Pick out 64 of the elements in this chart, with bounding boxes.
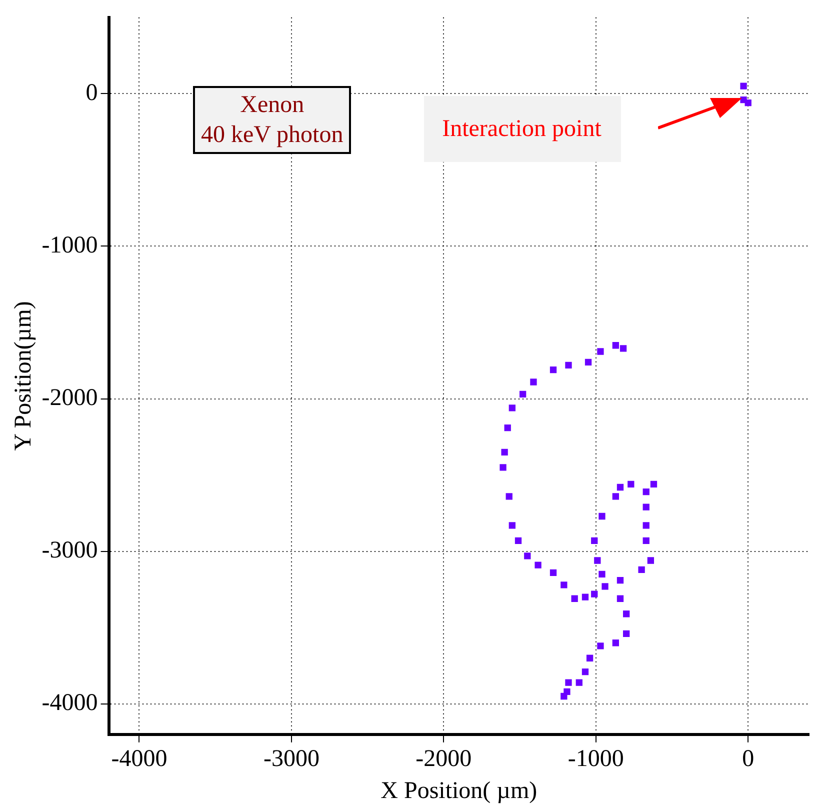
point (744, 100, 752, 106)
x-tick-label: -1000 (568, 746, 624, 772)
point (642, 504, 650, 510)
point (642, 522, 650, 529)
point (616, 484, 624, 491)
point (534, 562, 542, 568)
point (560, 692, 568, 700)
point (582, 594, 589, 600)
y-tick-label: -2000 (42, 385, 98, 412)
y-tick-label: -4000 (42, 690, 98, 716)
point (602, 583, 608, 590)
y-tick-label: -3000 (42, 538, 98, 564)
point (597, 348, 604, 355)
point (591, 537, 598, 544)
point (740, 82, 747, 90)
x-tick-label: -4000 (111, 746, 168, 772)
point (524, 552, 531, 560)
point (650, 480, 658, 488)
x-tick-label: -2000 (416, 746, 472, 772)
point (628, 480, 634, 488)
x-tick-label: 0 (742, 746, 754, 772)
point (586, 654, 594, 662)
point (565, 362, 572, 369)
point (560, 582, 568, 588)
point (565, 679, 572, 686)
point (506, 493, 512, 500)
point (612, 342, 620, 349)
point (642, 537, 650, 544)
point (582, 668, 589, 676)
point (550, 569, 557, 576)
x-tick-label: -3000 (263, 746, 320, 772)
point (647, 557, 654, 564)
point (504, 424, 511, 432)
point (591, 590, 598, 598)
point (594, 557, 601, 564)
point (623, 630, 630, 638)
point (508, 404, 516, 412)
point (612, 493, 620, 500)
point (571, 595, 578, 602)
point (598, 570, 606, 578)
point (514, 537, 522, 544)
point (501, 448, 508, 456)
point (520, 390, 526, 398)
point (620, 345, 627, 352)
point (550, 366, 557, 374)
annotation: Xenon 40 keV photon (193, 86, 352, 154)
annotation: Interaction point (424, 96, 622, 162)
y-axis-title: Y Position(µm) (10, 301, 37, 451)
y-tick-label: -1000 (42, 232, 98, 259)
point (584, 358, 592, 366)
point (508, 522, 516, 529)
point (530, 378, 537, 386)
y-tick-label: 0 (86, 80, 98, 106)
point (612, 640, 620, 646)
point (623, 610, 630, 618)
point (642, 488, 650, 496)
point (616, 595, 624, 602)
point (616, 576, 624, 584)
point (597, 642, 604, 650)
point (638, 566, 645, 573)
x-axis-title: X Position( µm) (380, 778, 538, 804)
point (576, 679, 582, 686)
point (598, 512, 606, 520)
point (500, 464, 506, 471)
